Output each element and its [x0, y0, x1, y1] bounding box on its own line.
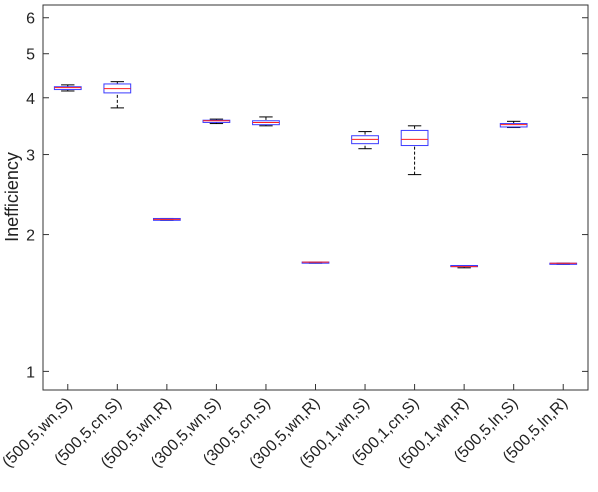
plot-frame: [42, 4, 589, 391]
y-tick-label: 3: [26, 148, 35, 165]
y-tick-label: 5: [26, 47, 35, 64]
box: [400, 129, 429, 147]
y-tick-label: 2: [26, 228, 35, 245]
y-tick-label: 1: [26, 364, 35, 381]
box: [499, 123, 528, 128]
box: [202, 119, 231, 123]
y-tick-label: 4: [26, 91, 35, 108]
y-tick-label: 6: [26, 11, 35, 28]
y-axis-label: Inefficiency: [2, 152, 22, 242]
